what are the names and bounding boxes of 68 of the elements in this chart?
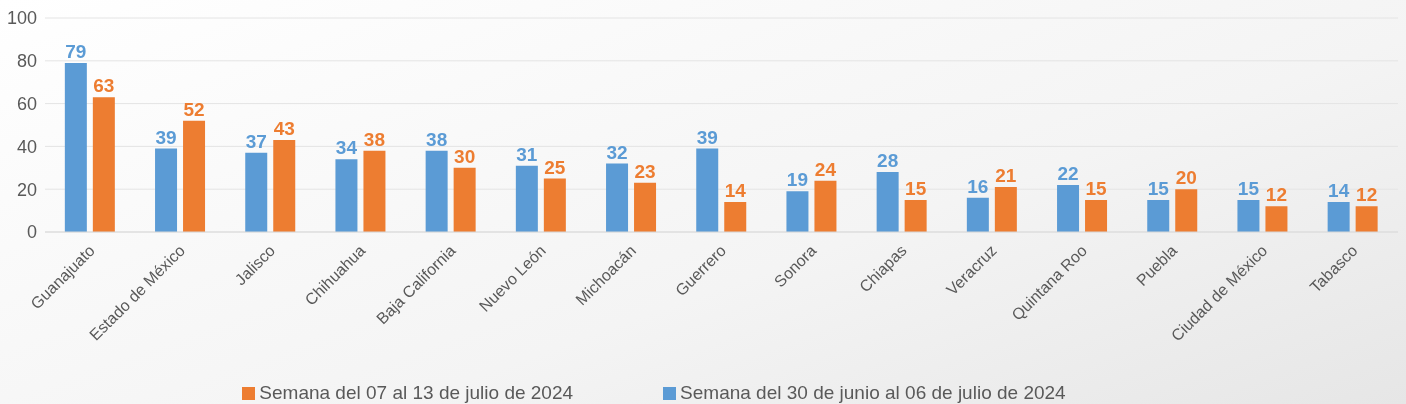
- bar: [453, 167, 476, 232]
- bar: [1265, 206, 1288, 232]
- bar: [273, 139, 296, 232]
- data-label: 28: [877, 150, 899, 172]
- bar: [786, 191, 809, 232]
- data-label: 31: [516, 143, 538, 165]
- y-tick-label: 40: [16, 136, 37, 157]
- legend-label: Semana del 07 al 13 de julio de 2024: [259, 382, 574, 403]
- bar: [425, 150, 448, 232]
- data-label: 16: [967, 175, 989, 197]
- y-tick-label: 80: [16, 51, 37, 72]
- data-label: 39: [155, 126, 177, 148]
- bar: [92, 97, 115, 232]
- bar: [515, 165, 538, 232]
- bar: [155, 148, 178, 232]
- bar: [904, 199, 927, 232]
- y-tick-label: 60: [16, 93, 37, 114]
- bar: [994, 187, 1017, 232]
- data-label: 14: [1328, 180, 1350, 202]
- legend-label: Semana del 30 de junio al 06 de julio de 2024: [680, 382, 1066, 403]
- data-label: 15: [905, 177, 927, 199]
- bar: [245, 152, 268, 232]
- bar: [606, 163, 629, 232]
- y-tick-label: 0: [26, 222, 37, 243]
- data-label: 38: [426, 128, 448, 150]
- bar: [64, 62, 87, 232]
- data-label: 39: [696, 126, 718, 148]
- bar: [1175, 189, 1198, 232]
- data-label: 15: [1085, 177, 1108, 199]
- bar: [814, 180, 837, 232]
- bar: [1057, 184, 1080, 232]
- data-label: 25: [544, 156, 566, 178]
- data-label: 23: [634, 160, 656, 182]
- data-label: 21: [995, 165, 1017, 187]
- data-label: 52: [183, 98, 205, 120]
- data-label: 19: [786, 169, 809, 191]
- bar: [696, 148, 719, 232]
- data-label: 38: [363, 128, 386, 150]
- data-label: 32: [606, 141, 628, 163]
- bar: [335, 159, 358, 232]
- data-label: 63: [93, 75, 115, 97]
- bar: [1327, 202, 1350, 232]
- data-label: 24: [814, 158, 837, 180]
- bar: [634, 182, 657, 232]
- bar: [363, 150, 386, 232]
- bar: [183, 120, 206, 232]
- data-label: 22: [1057, 162, 1079, 184]
- bar: [966, 197, 989, 232]
- bar: [724, 202, 747, 232]
- data-label: 14: [724, 180, 747, 202]
- bar: [1147, 199, 1170, 232]
- bar: [543, 178, 566, 232]
- data-label: 37: [245, 130, 267, 152]
- y-tick-label: 20: [16, 179, 37, 200]
- data-label: 12: [1356, 184, 1378, 206]
- bar: [1085, 199, 1108, 232]
- data-label: 15: [1237, 177, 1260, 199]
- data-label: 34: [335, 137, 358, 159]
- bar: [1237, 199, 1260, 232]
- bar: [1355, 206, 1378, 232]
- bar: [876, 172, 899, 232]
- data-label: 12: [1265, 184, 1288, 206]
- data-label: 30: [454, 145, 476, 167]
- y-tick-label: 100: [6, 8, 37, 29]
- data-label: 79: [65, 40, 87, 62]
- data-label: 20: [1175, 167, 1197, 189]
- data-label: 15: [1147, 177, 1170, 199]
- data-label: 43: [273, 117, 295, 139]
